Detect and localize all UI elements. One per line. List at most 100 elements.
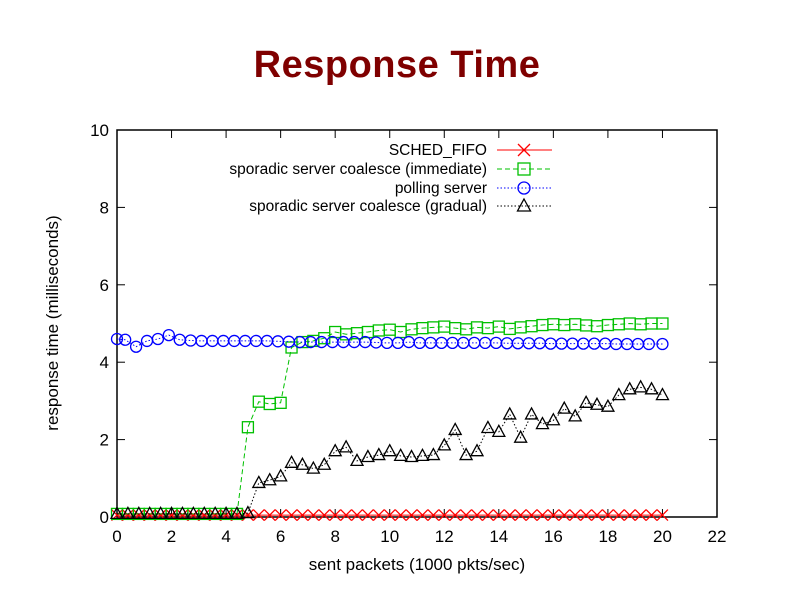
- triangle-marker: [142, 506, 157, 520]
- x-marker: [296, 509, 309, 522]
- triangle-marker: [655, 387, 670, 401]
- x-tick-label: 10: [380, 527, 399, 546]
- triangle-marker: [229, 506, 245, 520]
- triangle-marker: [469, 443, 485, 457]
- x-marker: [405, 509, 418, 522]
- circle-marker: [577, 337, 590, 350]
- x-marker: [252, 509, 265, 522]
- x-tick-label: 8: [330, 527, 339, 546]
- circle-marker: [184, 334, 197, 347]
- triangle-marker: [317, 456, 332, 470]
- triangle-marker: [306, 460, 321, 474]
- series-1: [111, 509, 669, 522]
- square-marker: [241, 421, 255, 434]
- square-marker: [318, 332, 331, 345]
- triangle-marker: [328, 443, 343, 457]
- x-marker: [612, 509, 625, 522]
- circle-marker: [173, 333, 186, 346]
- x-tick-label: 2: [167, 527, 176, 546]
- y-tick-label: 8: [100, 198, 109, 217]
- triangle-marker: [153, 506, 168, 520]
- x-marker: [394, 509, 407, 522]
- circle-marker: [129, 340, 143, 353]
- triangle-marker: [164, 506, 179, 520]
- triangle-marker: [338, 439, 354, 453]
- x-marker: [285, 509, 298, 522]
- x-marker: [525, 509, 538, 522]
- triangle-marker: [175, 506, 190, 520]
- x-marker: [340, 509, 353, 522]
- triangle-marker: [578, 394, 594, 408]
- x-tick-label: 18: [598, 527, 617, 546]
- series-line: [117, 386, 663, 515]
- triangle-marker: [458, 447, 474, 461]
- x-tick-label: 20: [653, 527, 672, 546]
- x-marker: [623, 509, 636, 522]
- x-marker: [481, 509, 494, 522]
- x-tick-label: 22: [708, 527, 727, 546]
- circle-marker: [468, 336, 481, 350]
- circle-marker: [195, 334, 208, 348]
- triangle-marker: [535, 416, 550, 430]
- circle-marker: [140, 334, 154, 348]
- x-marker: [492, 509, 505, 522]
- x-marker: [514, 509, 527, 522]
- triangle-marker: [120, 506, 136, 520]
- x-marker: [329, 509, 342, 522]
- triangle-marker: [131, 506, 146, 520]
- x-tick-label: 4: [221, 527, 230, 546]
- triangle-marker: [197, 506, 212, 520]
- x-marker: [274, 509, 287, 522]
- triangle-marker: [404, 449, 419, 463]
- circle-marker: [656, 337, 669, 351]
- circle-marker: [369, 336, 383, 349]
- legend-label: SCHED_FIFO: [389, 142, 487, 159]
- x-marker: [536, 509, 549, 522]
- circle-marker: [380, 336, 394, 350]
- triangle-marker: [491, 424, 506, 438]
- triangle-marker: [589, 396, 605, 410]
- x-marker: [460, 509, 473, 522]
- x-marker: [517, 143, 531, 157]
- x-marker: [580, 509, 593, 522]
- triangle-marker: [448, 422, 463, 436]
- triangle-marker: [262, 472, 277, 486]
- y-tick-label: 10: [90, 121, 109, 140]
- triangle-marker: [611, 387, 626, 401]
- triangle-marker: [516, 197, 532, 212]
- legend-label: sporadic server coalesce (gradual): [249, 198, 487, 215]
- triangle-marker: [513, 429, 528, 443]
- y-tick-label: 6: [100, 276, 109, 295]
- x-marker: [503, 509, 516, 522]
- triangle-marker: [218, 506, 234, 520]
- triangle-marker: [251, 475, 266, 489]
- circle-marker: [110, 332, 124, 346]
- square-marker: [517, 162, 531, 176]
- triangle-marker: [284, 454, 299, 468]
- x-tick-label: 6: [276, 527, 285, 546]
- triangle-marker: [240, 505, 256, 519]
- x-marker: [645, 509, 658, 522]
- y-axis-label: response time (milliseconds): [43, 215, 62, 430]
- triangle-marker: [186, 506, 201, 520]
- triangle-marker: [371, 447, 386, 461]
- x-marker: [656, 509, 669, 522]
- x-marker: [547, 509, 560, 522]
- circle-marker: [206, 334, 219, 348]
- x-tick-label: 14: [489, 527, 508, 546]
- x-marker: [634, 509, 647, 522]
- square-marker: [492, 320, 505, 333]
- circle-marker: [489, 336, 503, 350]
- triangle-marker: [273, 468, 288, 482]
- legend: SCHED_FIFO sporadic server coalesce (imme…: [229, 142, 552, 215]
- slide-title: Response Time: [253, 44, 541, 86]
- triangle-marker: [568, 408, 583, 422]
- triangle-marker: [622, 381, 637, 395]
- x-marker: [372, 509, 385, 522]
- series-3: [110, 328, 669, 353]
- triangle-marker: [382, 443, 397, 457]
- x-marker: [558, 509, 571, 522]
- axis-ticks: 0 2 4 6 8 10 12 14 16 18 20 22 0 2 4 6 8 10: [90, 121, 726, 546]
- x-marker: [263, 509, 276, 522]
